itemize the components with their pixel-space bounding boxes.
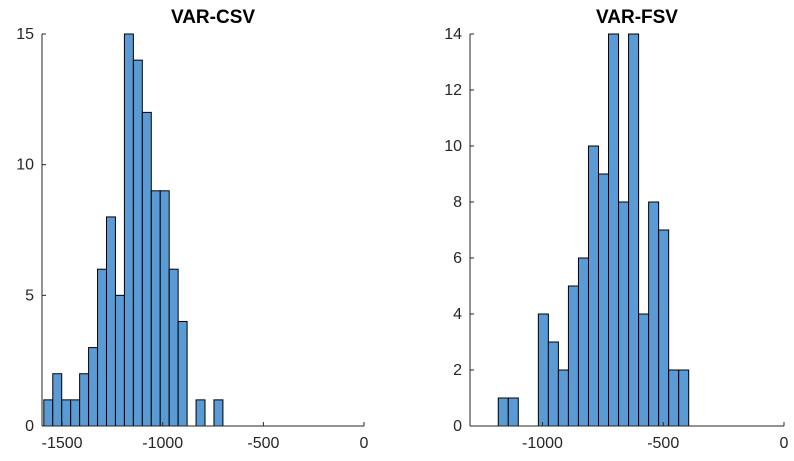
y-tick-label: 0	[453, 418, 462, 435]
histogram-bar	[106, 216, 116, 427]
histogram-bar	[132, 59, 143, 427]
histogram-bar	[70, 399, 81, 427]
y-tick-label: 14	[444, 26, 462, 43]
x-tick-label: -1000	[142, 435, 183, 452]
histogram-bar	[195, 399, 206, 427]
histogram-bar	[141, 111, 152, 427]
y-tick-label: 5	[25, 287, 34, 304]
x-tick-label: 0	[780, 435, 789, 452]
histogram-bar	[678, 369, 690, 427]
x-tick-label: -1500	[42, 435, 83, 452]
histogram-bar	[123, 33, 134, 427]
histogram-bar	[97, 268, 108, 427]
histogram-bar	[114, 294, 125, 427]
histogram-bar	[537, 313, 549, 427]
histogram-bar	[638, 313, 650, 427]
histogram-bar	[567, 285, 579, 427]
histogram-bar	[618, 201, 630, 427]
histogram-bar	[587, 145, 599, 427]
histogram-bar	[159, 190, 170, 427]
x-tick-label: -1000	[522, 435, 563, 452]
histogram-bar	[628, 33, 640, 427]
y-tick-label: 6	[453, 250, 462, 267]
y-tick-label: 15	[16, 26, 34, 43]
histogram-bar	[88, 347, 99, 427]
histogram-bar	[150, 190, 161, 427]
histogram-bar	[52, 373, 63, 427]
histogram-bar	[79, 373, 90, 427]
histogram-bar	[507, 397, 519, 427]
histogram-bar	[608, 33, 620, 427]
y-tick-label: 10	[444, 138, 462, 155]
y-tick-label: 0	[25, 418, 34, 435]
histogram-bar	[577, 257, 589, 427]
histogram-bar	[557, 369, 569, 427]
histogram-bar	[668, 369, 680, 427]
y-tick-label: 4	[453, 306, 462, 323]
histogram-bar	[597, 173, 610, 427]
y-tick-label: 10	[16, 157, 34, 174]
histogram-panel-2: 0 2 4 6 8 10 12 14 -1000 -500 0 VAR-FSV	[444, 7, 788, 452]
x-tick-label: 0	[360, 435, 369, 452]
histogram-bar	[177, 320, 188, 427]
chart-title: VAR-CSV	[171, 7, 255, 28]
y-tick-label: 12	[444, 82, 462, 99]
histogram-bar	[497, 397, 509, 427]
histogram-bar	[547, 341, 559, 427]
x-tick-label: -500	[647, 435, 679, 452]
y-tick-label: 2	[453, 362, 462, 379]
histogram-bar	[648, 201, 660, 427]
chart-title: VAR-FSV	[596, 7, 678, 28]
y-tick-label: 8	[453, 194, 462, 211]
histogram-bar	[168, 268, 179, 427]
x-tick-label: -500	[247, 435, 279, 452]
histogram-bar	[61, 399, 72, 427]
histogram-bar	[43, 399, 54, 427]
histogram-bar	[658, 229, 670, 427]
histogram-panel-1: 0 5 10 15 -1500 -1000 -500 0 VAR-CSV	[16, 7, 368, 452]
histogram-bar	[213, 399, 224, 427]
